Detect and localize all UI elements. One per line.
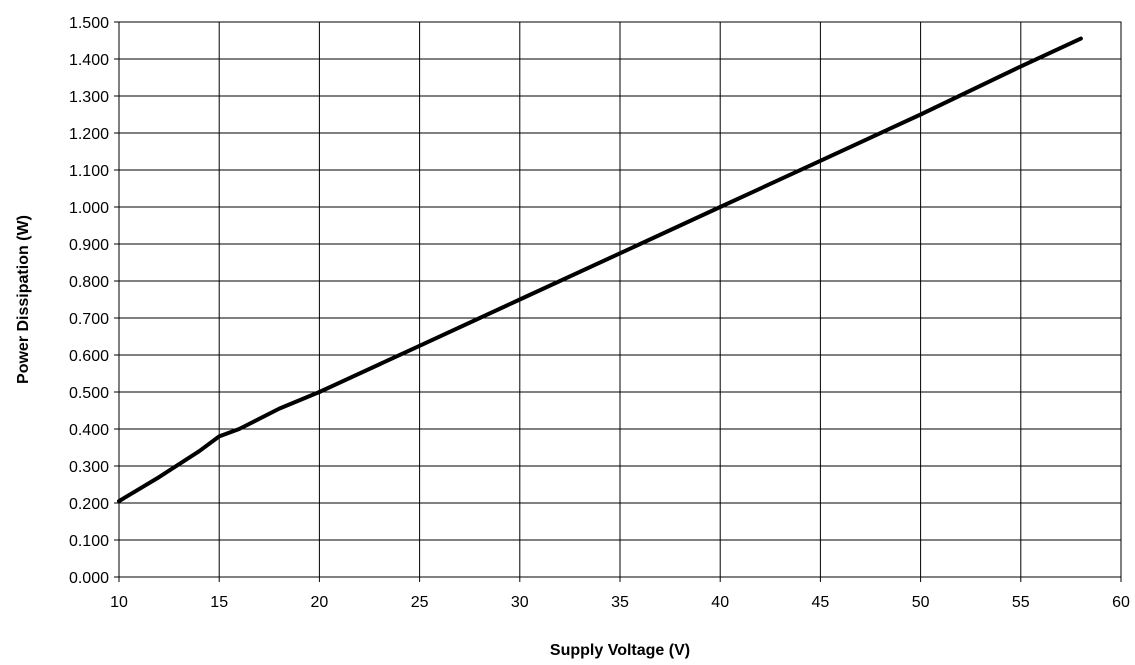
x-axis-ticks: 10 15 20 25 30 35 40 45 50 55 60 [110,577,1130,611]
y-tick-label: 0.000 [69,570,109,587]
x-tick-label: 45 [812,594,830,611]
y-axis-ticks: 0.000 0.100 0.200 0.300 0.400 0.500 0.600 0.700… [69,15,119,587]
y-tick-label: 1.400 [69,52,109,69]
power-dissipation-line [117,36,1083,504]
y-tick-label: 0.500 [69,385,109,402]
y-tick-label: 0.900 [69,237,109,254]
x-tick-label: 15 [210,594,228,611]
y-axis-title: Power Dissipation (W) [15,215,32,384]
x-tick-label: 40 [711,594,729,611]
y-tick-label: 1.200 [69,126,109,143]
y-tick-label: 1.000 [69,200,109,217]
x-tick-label: 25 [411,594,429,611]
y-tick-label: 1.300 [69,89,109,106]
x-tick-label: 60 [1112,594,1130,611]
x-axis-title: Supply Voltage (V) [550,642,690,659]
x-tick-label: 10 [110,594,128,611]
y-tick-label: 1.500 [69,15,109,32]
plot-frame [118,21,1122,578]
x-tick-label: 50 [912,594,930,611]
y-tick-label: 0.200 [69,496,109,513]
x-tick-label: 30 [511,594,529,611]
y-tick-label: 0.800 [69,274,109,291]
y-tick-label: 0.300 [69,459,109,476]
series-group [117,36,1083,504]
x-tick-label: 35 [611,594,629,611]
y-tick-label: 0.600 [69,348,109,365]
x-tick-label: 20 [311,594,329,611]
x-tick-label: 55 [1012,594,1030,611]
y-tick-label: 1.100 [69,163,109,180]
y-tick-label: 0.700 [69,311,109,328]
y-tick-label: 0.100 [69,533,109,550]
grid-lines [118,21,1122,578]
y-tick-label: 0.400 [69,422,109,439]
